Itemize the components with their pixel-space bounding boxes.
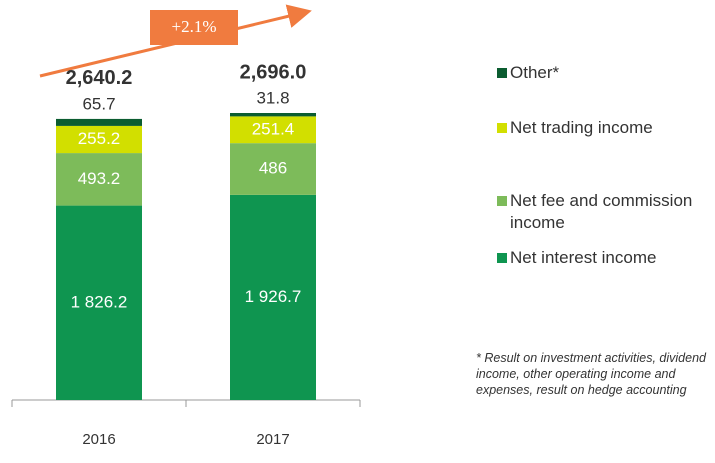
- x-tick-label: 2017: [256, 431, 289, 448]
- footnote: * Result on investment activities, divid…: [476, 351, 706, 397]
- legend-swatch: [497, 123, 507, 133]
- legend-swatch: [497, 196, 507, 206]
- data-label: 486: [259, 159, 287, 178]
- legend-swatch: [497, 68, 507, 78]
- bar-segment: [230, 143, 316, 195]
- legend-label: Net fee and commission income: [510, 191, 693, 232]
- legend-item: Net trading income: [497, 117, 653, 139]
- bar-segment: [56, 125, 142, 154]
- total-label: 2,696.0: [240, 61, 307, 83]
- data-label: 255.2: [78, 129, 121, 148]
- annotation: +2.1%: [172, 17, 217, 36]
- data-label: 251.4: [252, 119, 295, 138]
- bar-segment: [56, 153, 142, 206]
- bar-segment: [230, 194, 316, 400]
- data-label: 493.2: [78, 169, 121, 188]
- data-label: 65.7: [82, 94, 115, 113]
- bar-segment: [56, 205, 142, 400]
- legend-item: Net fee and commission income: [497, 190, 695, 234]
- data-label: 1 826.2: [71, 292, 128, 311]
- data-label: 1 926.7: [245, 287, 302, 306]
- bar-segment: [230, 113, 316, 117]
- chart: +2.1% 2016 1 826.2 493.2 255.2 65.7 2,640.2 20…: [11, 4, 361, 448]
- legend-item: Net interest income: [497, 247, 656, 269]
- legend-label: Other*: [510, 63, 560, 82]
- x-tick-label: 2016: [82, 431, 115, 448]
- legend-item: Other*: [497, 62, 559, 84]
- total-label: 2,640.2: [66, 67, 133, 89]
- bar-segment: [56, 118, 142, 126]
- data-label: 31.8: [256, 88, 289, 107]
- bar-segment: [230, 116, 316, 144]
- legend-label: Net interest income: [510, 248, 657, 267]
- legend-label: Net trading income: [510, 118, 653, 137]
- legend-swatch: [497, 253, 507, 263]
- annotation-box: [150, 10, 238, 45]
